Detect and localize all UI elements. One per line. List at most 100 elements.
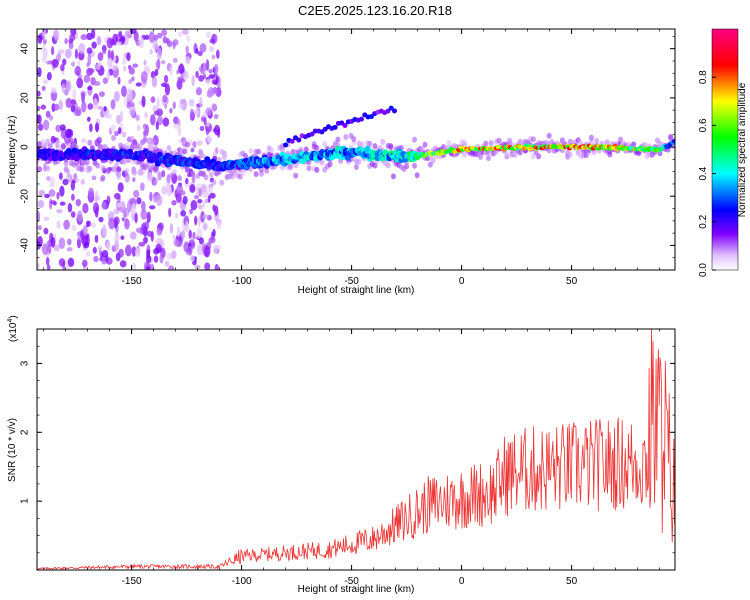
spectrogram-noise-cell	[135, 82, 142, 87]
spectrogram-noise-cell	[152, 40, 159, 51]
spectrogram-noise-cell	[185, 221, 189, 232]
spectrogram-noise-cell	[128, 198, 136, 203]
spectrogram-halo-cell	[121, 158, 127, 165]
spectrogram-noise-cell	[76, 77, 84, 89]
spectrogram-noise-cell	[43, 119, 50, 131]
spectrogram-noise-cell	[37, 262, 40, 269]
spectrogram-noise-cell	[148, 205, 156, 210]
colorbar-label: Normalized spectral amplitude	[737, 82, 748, 217]
spectrogram-noise-cell	[175, 192, 182, 204]
spectrogram-noise-cell	[152, 105, 159, 113]
spectrogram-noise-cell	[121, 217, 125, 222]
spectrogram-noise-cell	[143, 236, 148, 244]
spectrogram-noise-cell	[45, 60, 50, 65]
spectrogram-halo-cell	[319, 159, 325, 166]
spectrogram-noise-cell	[58, 99, 63, 111]
spectrogram-noise-cell	[149, 114, 156, 126]
spectrogram-noise-cell	[155, 121, 159, 131]
spectrogram-halo-cell	[533, 149, 539, 156]
colorbar-tick-label: 0.6	[698, 118, 709, 132]
spectrogram-noise-cell	[111, 64, 118, 71]
spectrogram-streak-cell	[342, 122, 348, 128]
spectrogram-noise-cell	[199, 96, 203, 108]
spectrogram-noise-cell	[151, 76, 158, 88]
spectrogram-noise-cell	[106, 37, 114, 49]
spectrogram-halo-cell	[55, 144, 61, 151]
spectrogram-noise-cell	[121, 57, 127, 65]
spectrogram-noise-cell	[199, 125, 205, 132]
spectrogram-halo-cell	[536, 153, 542, 160]
colorbar-tick-label: 0.0	[698, 263, 709, 277]
spectrogram-noise-cell	[124, 217, 129, 227]
spectrogram-noise-cell	[92, 246, 97, 254]
spectrogram-noise-cell	[64, 38, 68, 45]
spectrogram-halo-cell	[604, 139, 610, 146]
spectrogram-noise-cell	[156, 32, 163, 39]
spectrogram-noise-cell	[52, 58, 59, 68]
spectrogram-halo-cell	[211, 179, 217, 186]
spectrogram-noise-cell	[135, 227, 143, 233]
spectrogram-halo-cell	[327, 161, 333, 168]
spectrogram-halo-cell	[372, 143, 378, 150]
spectrogram-noise-cell	[131, 76, 135, 82]
spectrogram-noise-cell	[119, 260, 127, 268]
spectrogram-halo-cell	[359, 141, 365, 148]
spectrogram-noise-cell	[37, 225, 42, 231]
spectrogram-noise-cell	[176, 226, 181, 238]
colorbar-gradient	[711, 28, 739, 271]
spectrogram-halo-cell	[95, 162, 101, 169]
spectrogram-streak-cell	[309, 131, 315, 137]
spectrogram-noise-cell	[74, 48, 79, 60]
spectrogram-noise-cell	[159, 253, 164, 264]
spectrogram-noise-cell	[205, 31, 211, 39]
spectrogram-noise-cell	[56, 208, 63, 214]
spectrogram-noise-cell	[172, 101, 176, 110]
spectrogram-noise-cell	[53, 29, 60, 42]
spectrogram-noise-cell	[99, 91, 105, 98]
spectrogram-noise-cell	[208, 237, 212, 246]
spectrogram-noise-cell	[177, 31, 183, 38]
spectrogram-noise-cell	[118, 248, 124, 258]
spectrogram-noise-cell	[169, 223, 174, 234]
spectrogram-noise-cell	[49, 200, 57, 205]
spectrogram-halo-cell	[385, 162, 391, 169]
spectrogram-noise-cell	[190, 199, 198, 211]
spectrogram-noise-cell	[169, 108, 173, 114]
spectrogram-noise-cell	[209, 192, 216, 199]
spectrogram-noise-cell	[190, 147, 195, 153]
snr-ylabel: SNR (10 * v/v)	[7, 418, 18, 482]
spectrogram-noise-cell	[46, 176, 51, 182]
spectrogram-noise-cell	[179, 63, 184, 71]
spectrogram-halo-cell	[116, 166, 122, 173]
spectrogram-noise-cell	[110, 124, 116, 133]
spectrogram-noise-cell	[119, 110, 124, 123]
spectrogram-noise-cell	[128, 102, 135, 107]
spectrogram-noise-cell	[134, 247, 141, 258]
spectrogram-noise-cell	[58, 258, 66, 267]
x-tick-label: -100	[232, 576, 252, 587]
spectrogram-noise-cell	[81, 92, 85, 103]
spectrogram-noise-cell	[101, 201, 107, 210]
spectrogram-halo-cell	[132, 169, 138, 176]
spectrogram-noise-cell	[186, 35, 191, 43]
spectrogram-noise-cell	[169, 65, 173, 76]
spectrogram-noise-cell	[116, 202, 122, 208]
spectrogram-noise-cell	[146, 172, 153, 182]
y-tick-label: 0	[20, 144, 31, 150]
spectrogram-noise-cell	[92, 202, 100, 214]
spectrogram-noise-cell	[198, 204, 204, 210]
spectrogram-noise-cell	[150, 96, 156, 103]
spectrogram-noise-cell	[37, 66, 42, 78]
spectrogram-noise-cell	[196, 243, 204, 256]
spectrogram-noise-cell	[113, 208, 119, 215]
spectrogram-noise-cell	[89, 123, 93, 133]
spectrogram-noise-cell	[114, 130, 119, 137]
spectrogram-noise-cell	[96, 63, 101, 70]
y-tick-label: 1	[20, 498, 31, 504]
spectrogram-streak-cell	[283, 142, 289, 148]
spectrogram-noise-cell	[173, 238, 179, 247]
spectrogram-noise-cell	[57, 48, 65, 55]
spectrogram-noise-cell	[82, 225, 88, 235]
spectrogram-noise-cell	[157, 171, 162, 181]
spectrogram-halo-cell	[427, 161, 433, 168]
